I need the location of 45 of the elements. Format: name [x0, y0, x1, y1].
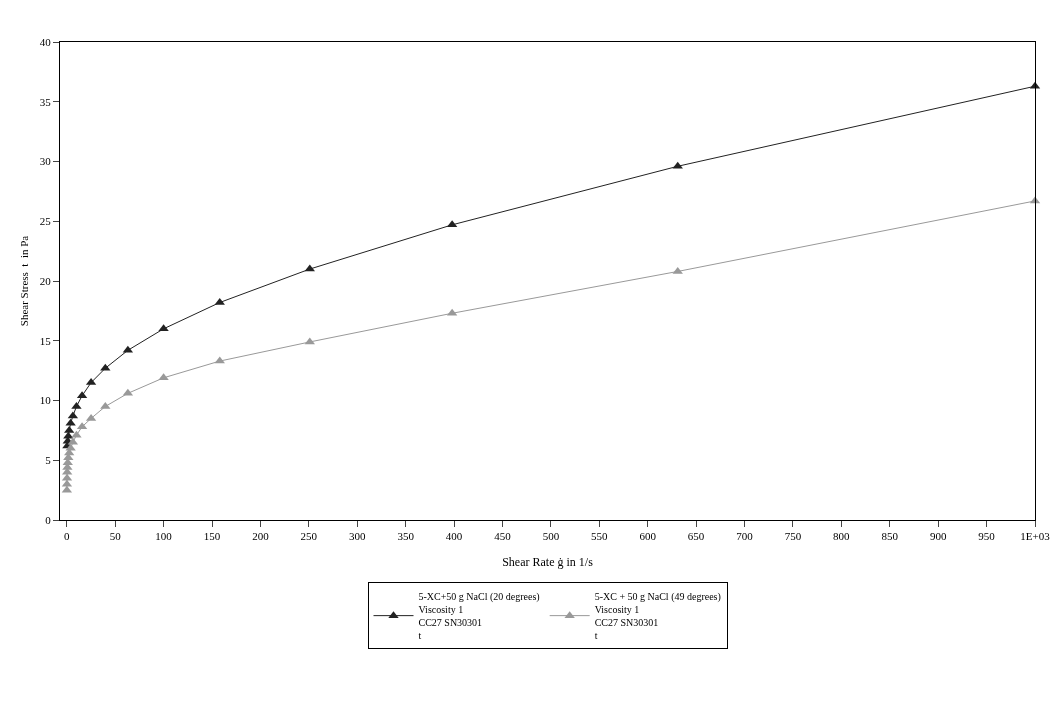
- x-tick-label: 200: [252, 530, 270, 543]
- x-tick-label: 1E+03: [1020, 530, 1051, 543]
- y-tick-label: 30: [39, 155, 52, 168]
- x-tick-label: 700: [736, 530, 754, 543]
- point: [100, 401, 111, 409]
- point: [672, 161, 683, 169]
- x-tick-label: 500: [542, 530, 560, 543]
- point: [158, 324, 169, 332]
- x-tick-label: 850: [881, 530, 899, 543]
- y-tick-label: 35: [39, 95, 52, 108]
- y-axis-title: Shear Stress t in Pa: [18, 235, 30, 327]
- x-tick-label: 0: [64, 530, 71, 543]
- legend-label: 5-XC+50 g NaCl (20 degrees) Viscosity 1 CC27 SN30301 t: [418, 591, 540, 642]
- point: [63, 431, 74, 439]
- x-tick-label: 350: [397, 530, 415, 543]
- x-tick-label: 750: [784, 530, 802, 543]
- x-tick-label: 800: [833, 530, 851, 543]
- y-tick-label: 10: [39, 394, 52, 407]
- legend-label: 5-XC + 50 g NaCl (49 degrees) Viscosity 1 CC27 SN30301 t: [594, 591, 721, 642]
- point: [64, 425, 75, 433]
- point: [672, 266, 683, 274]
- y-tick-label: 40: [39, 35, 52, 48]
- x-axis-title: Shear Rate ġ in 1/s: [502, 555, 594, 569]
- x-tick-label: 650: [687, 530, 705, 543]
- x-tick-label: 250: [300, 530, 318, 543]
- point: [304, 264, 315, 272]
- x-tick-label: 50: [109, 530, 122, 543]
- y-tick-label: 20: [39, 274, 52, 287]
- point: [304, 337, 315, 345]
- y-tick-label: 0: [45, 513, 52, 526]
- point: [214, 356, 225, 364]
- x-tick-label: 450: [494, 530, 512, 543]
- x-tick-label: 150: [203, 530, 221, 543]
- x-tick-label: 900: [929, 530, 947, 543]
- point: [158, 373, 169, 381]
- y-tick-label: 15: [39, 334, 52, 347]
- x-tick-label: 950: [978, 530, 996, 543]
- y-tick-label: 5: [45, 454, 52, 467]
- x-tick-label: 550: [591, 530, 609, 543]
- x-tick-label: 100: [155, 530, 173, 543]
- x-tick-label: 300: [348, 530, 366, 543]
- x-tick-label: 600: [639, 530, 657, 543]
- y-tick-label: 25: [39, 215, 52, 228]
- x-tick-label: 400: [445, 530, 463, 543]
- point: [71, 401, 82, 409]
